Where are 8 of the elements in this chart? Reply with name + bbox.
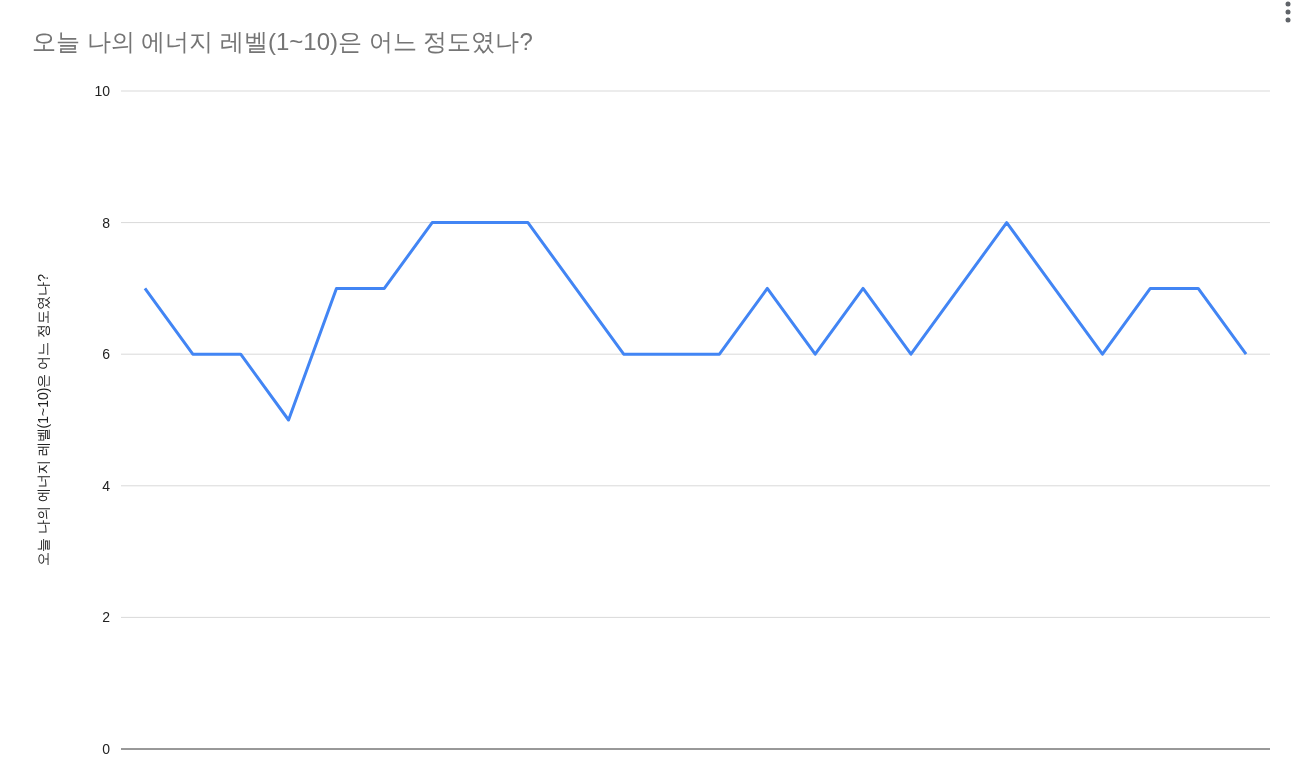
y-tick-label: 8 bbox=[102, 214, 111, 231]
y-axis-title: 오늘 나의 에너지 레벨(1~10)은 어느 정도였나? bbox=[35, 273, 51, 567]
y-tick-label: 4 bbox=[102, 477, 111, 494]
y-tick-label: 2 bbox=[102, 609, 111, 626]
y-tick-label: 6 bbox=[102, 346, 111, 363]
y-tick-label: 10 bbox=[94, 83, 111, 99]
chart-title: 오늘 나의 에너지 레벨(1~10)은 어느 정도였나? bbox=[32, 28, 533, 55]
y-tick-label: 0 bbox=[102, 741, 111, 757]
